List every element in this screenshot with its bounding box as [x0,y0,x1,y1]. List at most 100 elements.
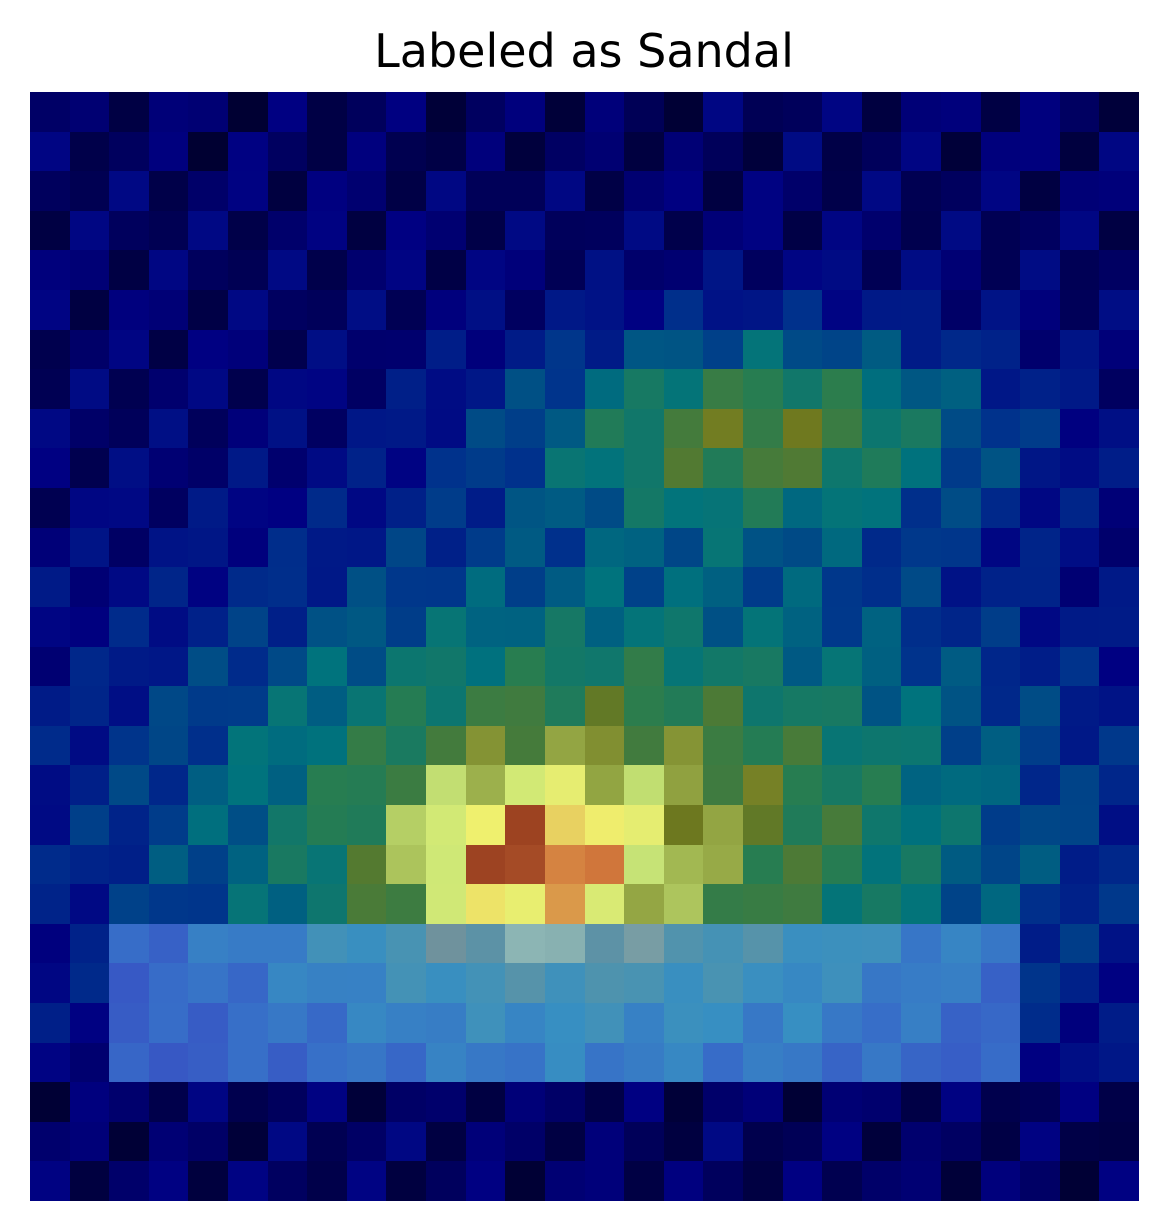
heatmap-cell [30,369,70,409]
heatmap-cell [862,647,902,687]
heatmap-cell [228,805,268,845]
heatmap-cell [1060,528,1100,568]
heatmap-cell [743,250,783,290]
heatmap-cell [109,607,149,647]
heatmap-cell [188,1161,228,1201]
heatmap-cell [901,567,941,607]
heatmap-cell [466,1122,506,1162]
heatmap-cell [664,805,704,845]
heatmap-cell [426,884,466,924]
heatmap-cell [941,528,981,568]
heatmap-cell [109,132,149,172]
heatmap-cell [70,884,110,924]
heatmap-cell [30,330,70,370]
heatmap-cell [70,92,110,132]
heatmap-cell [1099,1082,1139,1122]
heatmap-cell [1099,765,1139,805]
heatmap-cell [703,805,743,845]
heatmap-cell [386,528,426,568]
heatmap-cell [1020,409,1060,449]
heatmap-cell [228,1122,268,1162]
heatmap-cell [743,686,783,726]
heatmap-cell [30,409,70,449]
heatmap-cell [981,607,1021,647]
heatmap-cell [1060,488,1100,528]
heatmap-cell [783,1122,823,1162]
heatmap-cell [149,686,189,726]
heatmap-cell [347,290,387,330]
heatmap-cell [1060,211,1100,251]
heatmap-cell [545,250,585,290]
heatmap-cell [188,369,228,409]
heatmap-cell [901,924,941,964]
heatmap-cell [703,290,743,330]
heatmap-cell [585,409,625,449]
heatmap-cell [703,607,743,647]
heatmap-cell [822,845,862,885]
heatmap-cell [30,805,70,845]
heatmap-cell [268,1003,308,1043]
heatmap-cell [149,211,189,251]
heatmap-cell [228,607,268,647]
heatmap-cell [941,686,981,726]
heatmap-cell [1099,488,1139,528]
heatmap-cell [70,132,110,172]
heatmap-cell [1060,171,1100,211]
heatmap-cell [466,1043,506,1083]
heatmap-cell [188,290,228,330]
heatmap-cell [941,171,981,211]
heatmap-cell [585,330,625,370]
heatmap-cell [386,647,426,687]
heatmap-cell [347,448,387,488]
heatmap-cell [268,409,308,449]
heatmap-cell [268,845,308,885]
heatmap-cell [149,765,189,805]
heatmap-cell [70,1082,110,1122]
heatmap-cell [1020,805,1060,845]
heatmap-cell [149,924,189,964]
heatmap-cell [268,567,308,607]
heatmap-cell [664,1161,704,1201]
heatmap-cell [1020,1122,1060,1162]
heatmap-cell [466,369,506,409]
heatmap-cell [664,1122,704,1162]
heatmap-cell [386,369,426,409]
heatmap-cell [149,1003,189,1043]
heatmap-cell [30,211,70,251]
heatmap-cell [822,528,862,568]
heatmap-cell [70,369,110,409]
heatmap-cell [664,845,704,885]
heatmap-cell [941,924,981,964]
heatmap-cell [1099,171,1139,211]
heatmap-cell [703,686,743,726]
heatmap-cell [941,250,981,290]
heatmap-cell [585,132,625,172]
heatmap-cell [783,488,823,528]
heatmap-cell [70,1122,110,1162]
heatmap-cell [585,1161,625,1201]
heatmap-cell [664,1082,704,1122]
heatmap-cell [901,805,941,845]
heatmap-cell [109,369,149,409]
heatmap-cell [981,686,1021,726]
heatmap-cell [466,330,506,370]
heatmap-cell [426,528,466,568]
heatmap-cell [1099,1003,1139,1043]
heatmap-cell [347,1161,387,1201]
heatmap-cell [228,92,268,132]
heatmap-cell [109,686,149,726]
heatmap-cell [822,92,862,132]
heatmap-cell [347,686,387,726]
heatmap-cell [743,211,783,251]
heatmap-cell [981,567,1021,607]
heatmap-cell [664,369,704,409]
heatmap-cell [307,211,347,251]
heatmap-image [30,92,1139,1201]
heatmap-cell [941,726,981,766]
heatmap-cell [822,805,862,845]
heatmap-cell [1099,92,1139,132]
heatmap-cell [109,805,149,845]
heatmap-cell [149,330,189,370]
heatmap-cell [505,488,545,528]
heatmap-cell [743,528,783,568]
